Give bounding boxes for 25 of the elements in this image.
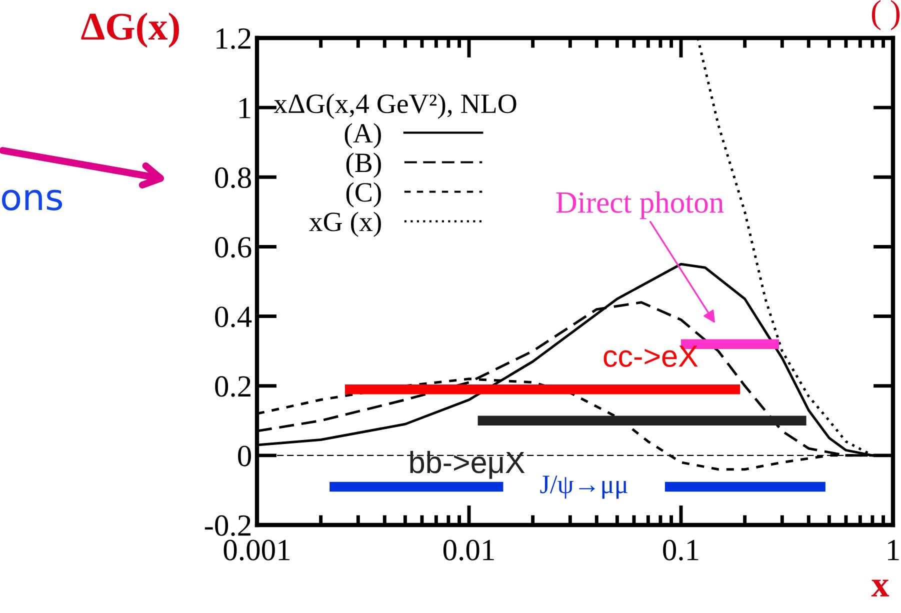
y-tick-label: 0.8: [215, 167, 251, 188]
x-tick-label: 0.01: [443, 540, 494, 561]
x-tick-label: 0.001: [224, 540, 290, 561]
x-tick-label: 0.1: [663, 540, 698, 561]
legend-label: (A): [344, 123, 381, 148]
legend-title: xΔG(x,4 GeV²), NLO: [274, 94, 516, 119]
y-tick-label: 0.6: [215, 236, 252, 258]
series-label: bb->eμX: [410, 450, 525, 479]
x-tick-label: 1: [888, 540, 899, 560]
y-tick-label: 0.4: [215, 306, 252, 328]
legend-label: xG (x): [309, 212, 381, 237]
y-tick-label: 1: [240, 98, 250, 118]
legend-label: (B): [346, 152, 381, 178]
y-tick-label: -0.2: [204, 515, 250, 536]
y-tick-label: 0: [238, 446, 251, 466]
text: ( ): [872, 0, 900, 30]
series-label: cc->eX: [604, 346, 698, 367]
x-axis-title: x: [871, 580, 890, 596]
y-axis-title: ΔG(x): [81, 12, 179, 48]
legend-label: (C): [346, 182, 381, 208]
y-tick-label: 1.2: [216, 28, 250, 50]
y-tick-label: 0.2: [215, 376, 250, 397]
series-label: J/ψ→μμ: [540, 476, 628, 499]
text: ons: [2, 190, 62, 210]
text: Direct photon: [556, 191, 724, 220]
